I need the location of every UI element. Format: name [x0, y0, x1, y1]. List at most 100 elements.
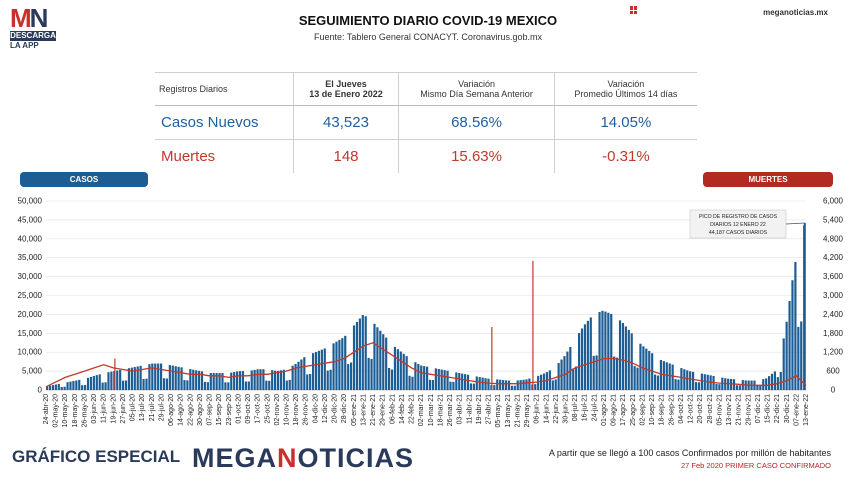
x-tick-label: 27-jun-20 — [120, 394, 127, 424]
case-bar — [601, 310, 604, 390]
x-tick-label: 29-may-21 — [524, 394, 531, 428]
x-tick-label: 30-ago-20 — [197, 394, 204, 426]
case-bar — [183, 380, 186, 390]
case-bar — [455, 372, 458, 390]
x-tick-label: 17-ago-21 — [620, 394, 627, 426]
case-bar — [326, 370, 329, 390]
case-bar — [344, 335, 347, 390]
site-url[interactable]: meganoticias.mx — [763, 8, 828, 17]
case-bar — [124, 380, 128, 390]
case-bar — [81, 385, 84, 390]
y-left-tick-label: 45,000 — [18, 215, 43, 224]
y-left-tick-label: 25,000 — [18, 291, 43, 300]
header-weekly-variation: Variación Mismo Día Semana Anterior — [398, 72, 555, 106]
case-bar — [674, 379, 677, 390]
case-bar — [303, 357, 306, 390]
deaths-value: 148 — [293, 139, 400, 173]
case-bar — [148, 364, 151, 390]
case-bar — [516, 380, 519, 390]
case-bar — [604, 311, 607, 390]
case-bar — [452, 381, 455, 390]
x-tick-label: 24-jul-21 — [591, 394, 598, 421]
case-bar — [332, 343, 335, 390]
x-tick-label: 09-oct-20 — [245, 394, 252, 424]
case-bar — [358, 318, 361, 390]
case-bar — [464, 374, 467, 390]
case-bar — [502, 380, 505, 390]
case-bar — [268, 380, 271, 390]
annotation-line-3: 44,187 CASOS DIARIOS — [709, 230, 768, 236]
y-right-tick-label: 4,800 — [823, 234, 844, 243]
case-bar — [238, 371, 242, 390]
case-bar — [341, 338, 344, 390]
y-left-tick-label: 0 — [38, 386, 43, 395]
case-bar — [133, 367, 136, 390]
case-bar — [768, 376, 771, 390]
case-bar — [469, 383, 473, 390]
case-bar — [361, 315, 364, 390]
y-right-tick-label: 1,200 — [823, 348, 844, 357]
x-tick-label: 11-jun-20 — [101, 394, 108, 423]
case-bar — [627, 329, 630, 390]
x-tick-label: 13-jul-20 — [139, 394, 146, 421]
case-bar — [414, 362, 417, 390]
x-tick-label: 22-jun-21 — [553, 394, 560, 424]
case-bar — [496, 379, 499, 390]
x-tick-label: 07-dic-21 — [755, 394, 762, 423]
case-bar — [782, 338, 785, 390]
case-bar — [461, 373, 464, 390]
case-bar — [136, 366, 139, 390]
y-right-tick-label: 3,000 — [823, 291, 844, 300]
x-tick-label: 06-feb-21 — [389, 394, 396, 424]
x-tick-label: 15-sep-20 — [216, 394, 223, 426]
case-bar — [92, 376, 95, 390]
x-tick-label: 01-ago-21 — [601, 394, 608, 426]
case-bar — [560, 359, 563, 390]
case-bar — [262, 369, 265, 390]
x-tick-label: 05-ene-21 — [351, 394, 358, 426]
case-bar — [224, 382, 227, 390]
case-bar — [578, 333, 581, 390]
case-bar — [127, 368, 131, 390]
case-bar — [244, 381, 247, 390]
case-bar — [411, 376, 414, 390]
x-tick-label: 26-sep-21 — [668, 394, 675, 426]
meganoticias-logo: MN DESCARGA LA APP — [10, 5, 56, 51]
x-tick-label: 22-ago-20 — [187, 394, 194, 426]
x-tick-label: 13-ene-21 — [361, 394, 368, 426]
case-bar — [598, 311, 601, 390]
y-axis-right: 0 600 1,200 1,800 2,400 3,000 3,600 4,200 4,800 5… — [823, 197, 844, 395]
case-bar — [563, 356, 566, 390]
case-bar — [75, 380, 78, 390]
x-tick-label: 03-jun-20 — [91, 394, 98, 424]
x-tick-label: 23-sep-20 — [226, 394, 233, 426]
x-tick-label: 11-abr-21 — [466, 394, 473, 424]
logo-app: LA APP — [10, 41, 39, 50]
case-bar — [662, 361, 665, 390]
case-bar — [48, 385, 52, 390]
x-tick-label: 19-jun-20 — [110, 394, 117, 424]
case-bar — [376, 327, 379, 390]
case-bar — [171, 365, 174, 390]
case-bar — [765, 378, 768, 390]
case-bar — [607, 312, 610, 390]
case-bar — [633, 366, 636, 390]
deaths-label: Muertes — [155, 139, 294, 173]
x-tick-label: 26-mar-21 — [447, 394, 454, 426]
case-bar — [189, 369, 192, 390]
case-bar — [347, 364, 350, 390]
case-bar — [370, 358, 373, 390]
table-row-cases: Casos Nuevos 43,523 68.56% 14.05% — [155, 105, 697, 140]
case-bar — [548, 370, 551, 390]
case-bar — [572, 368, 575, 390]
case-bar — [250, 370, 253, 390]
case-bar — [382, 334, 385, 390]
x-tick-label: 13-nov-21 — [726, 394, 733, 426]
case-bar — [168, 365, 171, 390]
case-bar — [276, 370, 280, 390]
case-bar — [288, 379, 291, 390]
x-tick-label: 22-feb-21 — [409, 394, 416, 424]
x-tick-label: 08-jul-21 — [572, 394, 579, 421]
case-bar — [388, 367, 391, 390]
case-bar — [665, 362, 668, 390]
